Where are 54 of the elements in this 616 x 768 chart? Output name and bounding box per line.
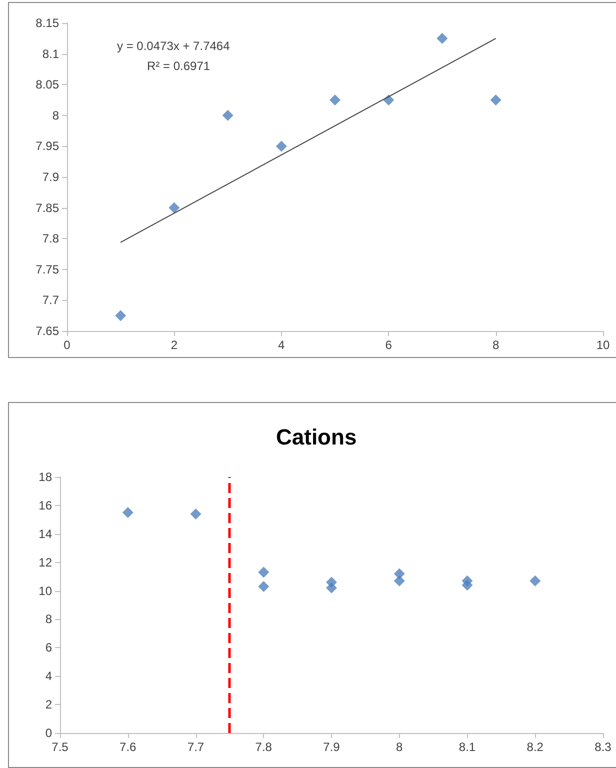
y-tick-label: 7.7 (42, 293, 60, 308)
point (258, 581, 270, 592)
point (258, 566, 270, 578)
x-tick-label: 0 (64, 338, 71, 352)
y-tick-label: 7.8 (42, 232, 60, 246)
y-tick-label: 8 (52, 108, 60, 122)
point (115, 310, 126, 322)
point (490, 94, 502, 106)
x-tick-label: 7.8 (255, 740, 272, 754)
x-tick-label: 4 (278, 338, 286, 352)
point (326, 582, 337, 594)
point (330, 94, 340, 106)
y-tick-label: 14 (38, 526, 52, 541)
point (530, 575, 541, 586)
point (222, 110, 234, 121)
x-tick-label: 2 (170, 338, 178, 352)
x-tick-label: 8.3 (594, 740, 612, 754)
x-tick-label: 7.5 (52, 740, 69, 754)
y-tick-label: 4 (45, 669, 52, 684)
y-tick-label: 6 (45, 640, 52, 655)
y-tick-label: 7.75 (36, 262, 60, 276)
point (190, 508, 202, 520)
y-tick-label: 7.95 (36, 139, 60, 154)
chart-title: Cations (276, 424, 357, 450)
point (436, 32, 448, 44)
annotation: y = 0.0473x + 7.7464 (117, 39, 230, 53)
y-tick-label: 2 (45, 698, 52, 712)
point (122, 507, 134, 518)
point (462, 580, 473, 591)
y-tick-label: 8.15 (36, 16, 60, 30)
x-tick-label: 7.6 (120, 740, 137, 754)
annotation: R² = 0.6971 (147, 59, 210, 73)
y-tick-label: 12 (38, 555, 52, 570)
y-tick-label: 16 (38, 498, 52, 512)
x-tick-label: 10 (596, 338, 610, 352)
x-tick-label: 7.9 (323, 740, 340, 754)
y-tick-label: 7.65 (36, 324, 60, 338)
y-tick-label: 8.05 (36, 78, 60, 92)
x-tick-label: 7.7 (187, 740, 204, 754)
y-tick-label: 8.1 (42, 46, 60, 61)
x-tick-label: 8.2 (526, 740, 544, 754)
x-tick-label: 6 (385, 338, 392, 352)
y-tick-label: 7.85 (36, 200, 60, 215)
y-tick-label: 8 (45, 612, 52, 626)
y-tick-label: 7.9 (42, 170, 60, 184)
point (276, 140, 287, 152)
point (168, 202, 180, 214)
y-tick-label: 10 (38, 584, 52, 598)
y-tick-label: 0 (45, 726, 52, 740)
x-tick-label: 8 (396, 740, 404, 754)
x-tick-label: 8 (492, 338, 500, 352)
y-tick-label: 18 (38, 470, 52, 484)
x-tick-label: 8.1 (458, 740, 476, 754)
point (394, 575, 405, 586)
